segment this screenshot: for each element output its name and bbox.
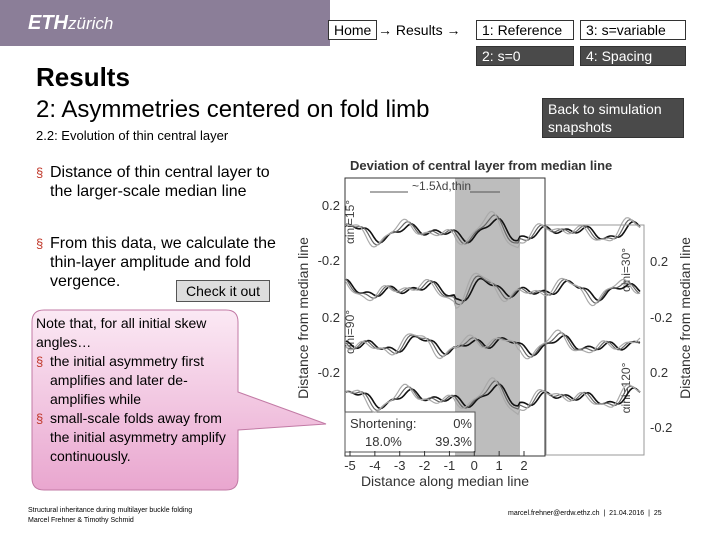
- subtitle: 2: Asymmetries centered on fold limb: [36, 96, 430, 123]
- footer-text: 25: [653, 510, 662, 517]
- nav-button[interactable]: 2: s=0: [476, 46, 574, 66]
- legend-item: 18.0%: [365, 434, 402, 449]
- y-tick-label: -0.2: [318, 253, 340, 268]
- profile-line: [345, 329, 641, 360]
- x-tick-label: -5: [344, 458, 356, 473]
- logo-sub: zürich: [68, 14, 114, 33]
- footer-right: marcel.frehner@erdw.ethz.ch | 21.04.2016…: [508, 510, 662, 517]
- x-tick-label: -1: [444, 458, 456, 473]
- header-band: ETH zürich: [0, 0, 330, 46]
- legend-title: Shortening:: [350, 416, 417, 431]
- y-tick-label: 0.2: [650, 254, 668, 269]
- profile-line: [345, 272, 641, 309]
- callout-item: § small-scale folds away from the initial…: [36, 410, 226, 464]
- callout-item-text: the initial asymmetry first amplifies an…: [50, 353, 205, 407]
- footer-text: Structural inheritance during multilayer…: [28, 507, 193, 514]
- footer-text: Marcel Frehner & Timothy Schmid: [28, 517, 134, 524]
- x-tick-label: 2: [520, 458, 527, 473]
- legend-item: 39.3%: [435, 434, 472, 449]
- bullet-text: From this data, we calculate the thin-la…: [50, 235, 276, 290]
- y-tick-label: -0.2: [650, 310, 672, 325]
- legend: [344, 411, 476, 453]
- breadcrumb: → Results →: [378, 22, 461, 38]
- y-label: Distance from median line: [295, 237, 311, 399]
- callout-text: Note that, for all initial skew angles… …: [36, 314, 232, 466]
- y-tick-label: 0.2: [322, 198, 340, 213]
- figure-title: Deviation of central layer from median l…: [350, 158, 612, 173]
- callout-item: § the initial asymmetry first amplifies a…: [36, 353, 205, 407]
- highlight-band: [455, 178, 520, 456]
- y-tick-label: -0.2: [650, 420, 672, 435]
- x-label: Distance along median line: [361, 473, 529, 489]
- y-tick-label: 0.2: [650, 365, 668, 380]
- y-tick-label: -0.2: [318, 365, 340, 380]
- section: 2.2: Evolution of thin central layer: [36, 128, 229, 143]
- nav-button[interactable]: 1: Reference: [476, 20, 574, 40]
- plot-frame: [344, 177, 546, 457]
- y-tick-label: 0.2: [322, 310, 340, 325]
- profile-line: [345, 380, 641, 412]
- back-button[interactable]: Back to simulation snapshots: [542, 98, 684, 138]
- bullet: § From this data, we calculate the thin-l…: [36, 235, 276, 290]
- angle-label: αini=15°: [343, 200, 357, 244]
- logo: ETH: [28, 12, 68, 34]
- plot-frame: [545, 224, 645, 456]
- callout-item-text: small-scale folds away from the initial …: [50, 410, 226, 464]
- legend-item: 0%: [453, 416, 472, 431]
- x-tick-label: 0: [471, 458, 478, 473]
- y-label: Distance from median line: [677, 237, 693, 399]
- nav-button[interactable]: 3: s=variable: [580, 20, 686, 40]
- title: Results: [36, 62, 130, 92]
- bullet: § Distance of thin central layer to the l…: [36, 164, 270, 200]
- x-tick-label: 1: [496, 458, 503, 473]
- angle-label: αini=120°: [619, 362, 633, 413]
- footer-text: 21.04.2016: [609, 510, 645, 517]
- profile-line: [345, 210, 641, 249]
- annotation: ~1.5λd,thin: [412, 179, 471, 193]
- x-tick-label: -4: [369, 458, 381, 473]
- footer-text: marcel.frehner@erdw.ethz.ch: [508, 510, 600, 517]
- profile-line: [345, 377, 641, 416]
- profile-line: [345, 214, 641, 246]
- x-tick-label: -3: [394, 458, 406, 473]
- callout-intro: Note that, for all initial skew angles…: [36, 315, 207, 350]
- footer-left: Structural inheritance during multilayer…: [28, 506, 192, 526]
- x-tick-label: -2: [419, 458, 431, 473]
- home-button[interactable]: Home: [328, 20, 378, 40]
- bullet-text: Distance of thin central layer to the la…: [50, 164, 270, 200]
- angle-label: αini=30°: [619, 248, 633, 292]
- profile-line: [345, 334, 641, 357]
- callout: [31, 309, 327, 491]
- check-button[interactable]: Check it out: [176, 280, 270, 302]
- nav-button[interactable]: 4: Spacing: [580, 46, 686, 66]
